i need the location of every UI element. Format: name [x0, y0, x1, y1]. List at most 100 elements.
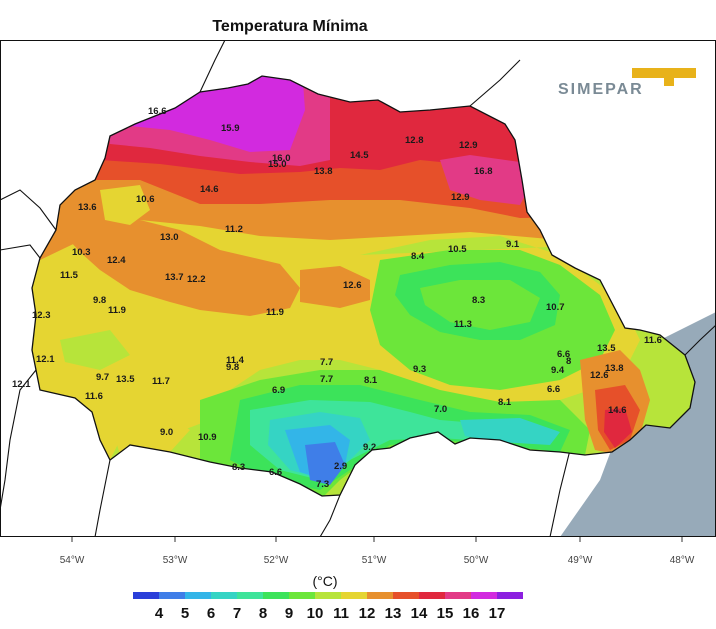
colorbar-label: 5: [181, 605, 189, 622]
colorbar-label: 7: [233, 605, 241, 622]
station-value-label: 9.2: [363, 442, 376, 453]
colorbar-segment: [263, 592, 289, 599]
colorbar-segment: [237, 592, 263, 599]
station-value-label: 7.7: [320, 357, 333, 368]
logo-text: SIMEPAR: [558, 81, 644, 98]
colorbar-label: 8: [259, 605, 267, 622]
colorbar-label: 9: [285, 605, 293, 622]
colorbar: 4 5 6 7 8 9 10 11 12 13 14 15 16 17: [133, 592, 523, 622]
station-value-label: 10.7: [546, 302, 565, 313]
station-value-label: 10.6: [136, 194, 155, 205]
colorbar-label: 14: [411, 605, 428, 622]
station-value-label: 10.3: [72, 247, 91, 258]
station-value-label: 8.3: [472, 295, 485, 306]
colorbar-segment: [497, 592, 523, 599]
station-value-label: 16.8: [474, 166, 493, 177]
station-value-label: 9.1: [506, 239, 520, 250]
station-value-label: 11.6: [85, 391, 103, 402]
station-value-label: 11.9: [266, 307, 284, 318]
colorbar-label: 11: [333, 605, 349, 622]
station-value-label: 11.7: [152, 376, 170, 387]
colorbar-segment: [341, 592, 367, 599]
station-value-label: 12.9: [451, 192, 470, 203]
station-value-label: 11.9: [108, 305, 126, 316]
station-value-label: 14.5: [350, 150, 369, 161]
simepar-logo: SIMEPAR: [558, 68, 696, 98]
station-value-label: 13.0: [160, 232, 179, 243]
station-value-label: 7.3: [316, 479, 329, 490]
x-axis-tick-label: 53°W: [163, 555, 188, 566]
colorbar-segment: [315, 592, 341, 599]
station-value-label: 6.6: [269, 467, 282, 478]
temperature-map: 16.6 15.9 16.0 15.0 14.5 13.8 12.8 12.9 16.8 12.9…: [0, 39, 716, 538]
station-values: 16.6 15.9 16.015.0 14.5 13.8 12.8 12.9 16.8 12.9…: [12, 106, 662, 490]
colorbar-segment: [211, 592, 237, 599]
station-value-label: 12.8: [405, 135, 424, 146]
colorbar-label: 4: [155, 605, 164, 622]
station-value-label: 15.0: [268, 159, 287, 170]
station-value-label: 10.9: [198, 432, 217, 443]
colorbar-segment: [419, 592, 445, 599]
station-value-label: 16.0: [272, 153, 291, 164]
station-value-label: 13.8: [314, 166, 333, 177]
colorbar-segment: [159, 592, 185, 599]
map-svg: 16.6 15.9 16.015.0 14.5 13.8 12.8 12.9 16.8 12.9…: [0, 39, 716, 538]
colorbar-segment: [393, 592, 419, 599]
colorbar-segment: [289, 592, 315, 599]
station-value-label: 8.3: [232, 462, 245, 473]
station-value-label: 14.6: [200, 184, 219, 195]
station-value-label: 11.5: [60, 270, 79, 281]
station-value-label: 8.1: [498, 397, 512, 408]
station-value-label: 9.4: [551, 365, 565, 376]
colorbar-label: 15: [437, 605, 454, 622]
x-axis-tick-label: 49°W: [568, 555, 593, 566]
colorbar-label: 17: [489, 605, 506, 622]
station-value-label: 11.3: [454, 319, 472, 330]
colorbar-unit: (°C): [312, 573, 338, 589]
station-value-label: 9.8: [226, 362, 239, 373]
station-value-label: 7.0: [434, 404, 447, 415]
station-value-label: 12.9: [459, 140, 478, 151]
x-axis-tick-label: 52°W: [264, 555, 289, 566]
station-value-label: 14.6: [608, 405, 627, 416]
colorbar-segment: [133, 592, 159, 599]
station-value-label: 16.6: [148, 106, 167, 117]
x-axis-tick-label: 50°W: [464, 555, 489, 566]
station-value-label: 11.4: [226, 355, 245, 366]
station-value-label: 6.6: [557, 349, 570, 360]
neighbor-borders: [0, 39, 716, 538]
station-value-label: 12.6: [343, 280, 362, 291]
station-value-label: 8.4: [411, 251, 425, 262]
station-value-label: 8: [566, 356, 571, 367]
station-value-label: 9.3: [413, 364, 426, 375]
station-value-label: 2.9: [334, 461, 347, 472]
colorbar-segment: [185, 592, 211, 599]
colorbar-label: 10: [307, 605, 324, 622]
station-value-label: 10.5: [448, 244, 467, 255]
station-value-label: 13.8: [605, 363, 624, 374]
station-value-label: 8.1: [364, 375, 378, 386]
x-axis-tick-label: 48°W: [670, 555, 695, 566]
station-value-label: 15.9: [221, 123, 240, 134]
station-value-label: 13.5: [597, 343, 616, 354]
colorbar-segment: [471, 592, 497, 599]
station-value-label: 9.0: [160, 427, 173, 438]
station-value-label: 12.6: [590, 370, 609, 381]
station-value-label: 13.5: [116, 374, 135, 385]
x-axis-tick-label: 51°W: [362, 555, 387, 566]
station-value-label: 13.6: [78, 202, 97, 213]
station-value-label: 12.1: [12, 379, 31, 390]
station-value-label: 7.7: [320, 374, 333, 385]
station-value-label: 9.8: [93, 295, 106, 306]
colorbar-label: 6: [207, 605, 215, 622]
colorbar-label: 16: [463, 605, 480, 622]
station-value-label: 12.3: [32, 310, 51, 321]
station-value-label: 6.6: [547, 384, 560, 395]
station-value-label: 12.1: [36, 354, 55, 365]
colorbar-label: 12: [359, 605, 376, 622]
station-value-label: 6.9: [272, 385, 285, 396]
map-title: Temperatura Mínima: [212, 18, 368, 35]
colorbar-segment: [367, 592, 393, 599]
x-axis-tick-label: 54°W: [60, 555, 85, 566]
station-value-label: 13.7: [165, 272, 184, 283]
